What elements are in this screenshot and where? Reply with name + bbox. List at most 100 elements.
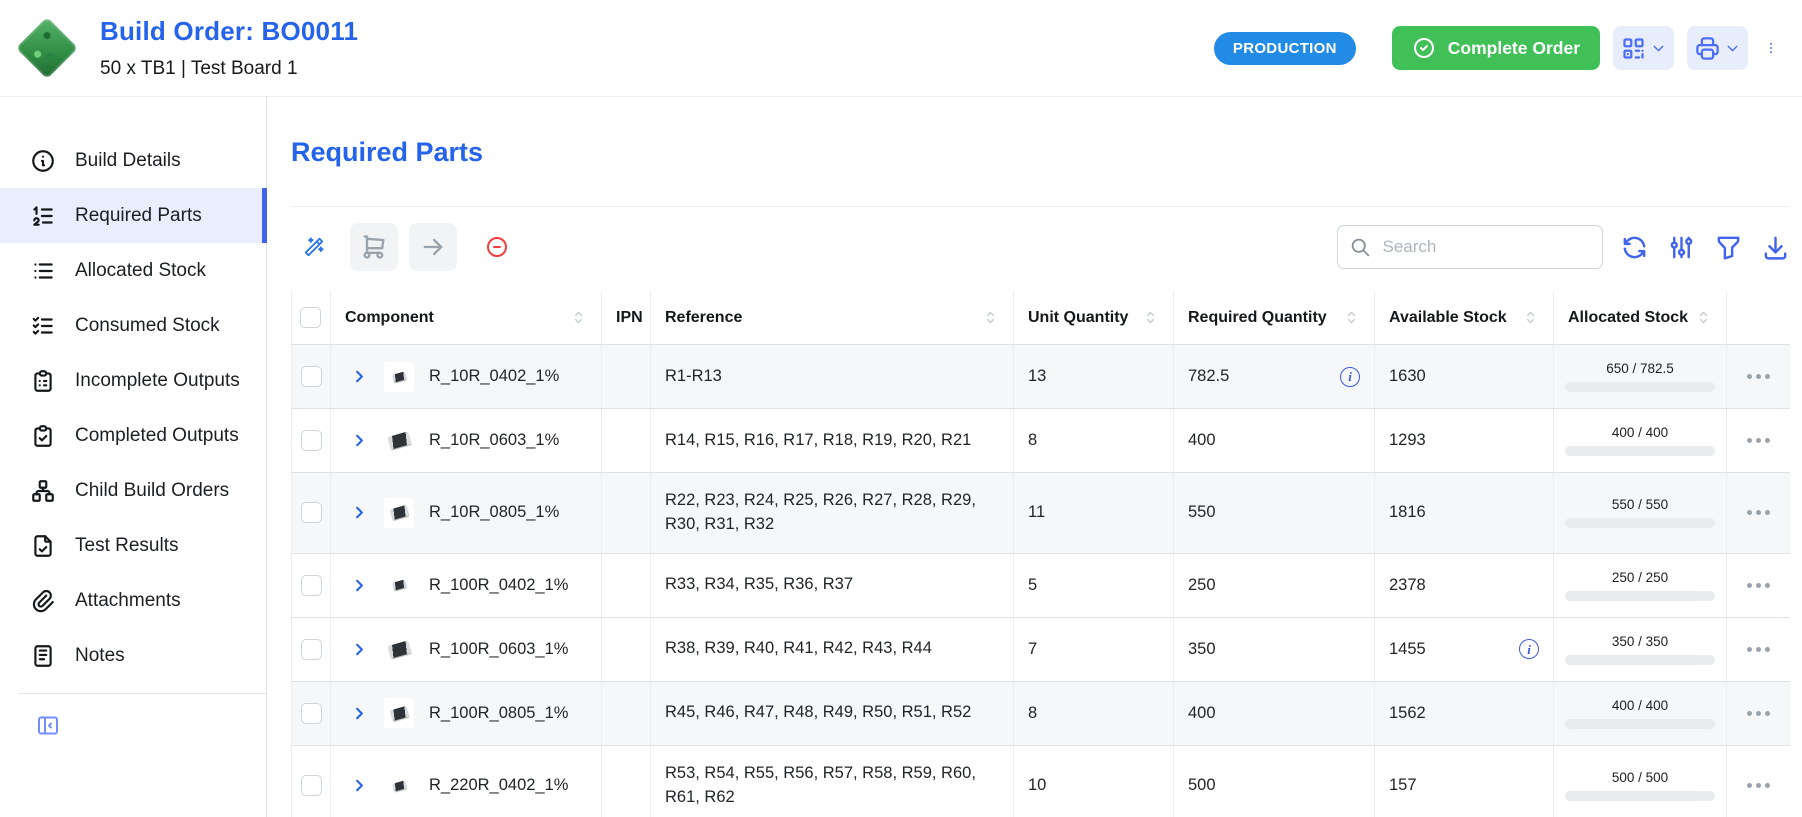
- column-header-available-stock[interactable]: Available Stock: [1374, 291, 1554, 345]
- required-quantity-value: 350: [1188, 639, 1216, 658]
- row-actions-menu[interactable]: [1741, 438, 1776, 443]
- allocation-bar: [1565, 718, 1715, 729]
- sidebar-item-allocated-stock[interactable]: Allocated Stock: [0, 243, 266, 298]
- filter-icon[interactable]: [1714, 233, 1743, 262]
- row-checkbox[interactable]: [300, 430, 322, 451]
- allocation-progress: 350 / 350: [1565, 634, 1715, 665]
- column-header-allocated-stock[interactable]: Allocated Stock: [1553, 291, 1727, 345]
- sidebar-item-completed-outputs[interactable]: Completed Outputs: [0, 408, 266, 463]
- auto-allocate-wand-icon[interactable]: [297, 230, 331, 264]
- row-checkbox[interactable]: [300, 574, 322, 596]
- table-header-row: Component IPN Reference Unit Quantity Requir…: [291, 291, 1790, 345]
- expand-row-chevron-icon[interactable]: [350, 704, 369, 723]
- component-name[interactable]: R_10R_0402_1%: [429, 367, 560, 385]
- sidebar-item-attachments[interactable]: Attachments: [0, 573, 266, 628]
- row-actions-menu[interactable]: [1741, 374, 1776, 379]
- list-check-icon: [30, 313, 56, 339]
- allocation-label: 550 / 550: [1611, 497, 1669, 513]
- sort-icon[interactable]: [1142, 309, 1159, 326]
- component-name[interactable]: R_220R_0402_1%: [429, 776, 569, 795]
- allocation-label: 400 / 400: [1611, 425, 1669, 440]
- collapse-sidebar-icon[interactable]: [30, 709, 66, 742]
- transfer-stock-button[interactable]: [409, 223, 457, 271]
- print-actions-button[interactable]: [1687, 26, 1748, 70]
- column-header-unit-quantity[interactable]: Unit Quantity: [1013, 291, 1174, 345]
- component-name[interactable]: R_100R_0805_1%: [429, 703, 569, 722]
- column-header-reference[interactable]: Reference: [650, 291, 1014, 345]
- sidebar-item-consumed-stock[interactable]: Consumed Stock: [0, 298, 266, 353]
- row-checkbox[interactable]: [300, 502, 322, 524]
- table-options-icon[interactable]: [1667, 233, 1696, 262]
- row-actions-menu[interactable]: [1741, 710, 1776, 716]
- component-name[interactable]: R_100R_0402_1%: [429, 575, 569, 594]
- paperclip-icon: [30, 588, 56, 614]
- sidebar-item-label: Allocated Stock: [75, 259, 206, 281]
- component-name[interactable]: R_10R_0805_1%: [429, 503, 560, 522]
- expand-row-chevron-icon[interactable]: [350, 503, 369, 522]
- sort-icon[interactable]: [1695, 309, 1712, 326]
- row-checkbox[interactable]: [300, 366, 322, 387]
- component-thumbnail: [384, 425, 414, 456]
- sidebar-item-build-details[interactable]: Build Details: [0, 133, 266, 188]
- component-name[interactable]: R_100R_0603_1%: [429, 639, 569, 658]
- select-all-checkbox-header: [291, 291, 331, 345]
- component-thumbnail: [384, 698, 414, 729]
- row-actions-menu[interactable]: [1741, 646, 1776, 652]
- sidebar-item-required-parts[interactable]: Required Parts: [0, 188, 267, 243]
- column-header-ipn: IPN: [601, 291, 651, 345]
- sort-icon[interactable]: [1343, 309, 1360, 326]
- column-header-component[interactable]: Component: [330, 291, 602, 345]
- circle-check-icon: [1412, 36, 1436, 60]
- sidebar-item-test-results[interactable]: Test Results: [0, 518, 266, 573]
- deallocate-stock-icon[interactable]: [479, 229, 515, 265]
- reference-cell: R38, R39, R40, R41, R42, R43, R44: [650, 617, 1014, 682]
- sort-icon[interactable]: [982, 309, 999, 326]
- expand-row-chevron-icon[interactable]: [350, 640, 369, 659]
- complete-order-button[interactable]: Complete Order: [1391, 26, 1600, 70]
- search-input[interactable]: [1380, 236, 1590, 258]
- sidebar-item-label: Incomplete Outputs: [75, 369, 240, 391]
- more-actions-menu-button[interactable]: [1758, 33, 1784, 63]
- sort-icon[interactable]: [570, 309, 587, 326]
- column-header-required-quantity[interactable]: Required Quantity: [1173, 291, 1375, 345]
- info-icon[interactable]: i: [1519, 639, 1539, 660]
- required-quantity-value: 500: [1188, 776, 1216, 795]
- required-quantity-value: 400: [1188, 703, 1216, 722]
- available-stock-value: 157: [1389, 776, 1417, 795]
- info-icon[interactable]: i: [1340, 366, 1360, 387]
- sidebar-item-child-build-orders[interactable]: Child Build Orders: [0, 463, 266, 518]
- reference-cell: R45, R46, R47, R48, R49, R50, R51, R52: [650, 681, 1014, 746]
- expand-row-chevron-icon[interactable]: [350, 776, 369, 795]
- sidebar-item-notes[interactable]: Notes: [0, 628, 266, 683]
- row-checkbox[interactable]: [300, 638, 322, 660]
- sidebar-item-incomplete-outputs[interactable]: Incomplete Outputs: [0, 353, 266, 408]
- expand-row-chevron-icon[interactable]: [350, 431, 369, 450]
- allocation-bar: [1565, 791, 1715, 802]
- sidebar-item-label: Notes: [75, 644, 125, 666]
- main-content: Required Parts: [267, 97, 1802, 817]
- chevron-down-icon: [1724, 40, 1741, 57]
- row-actions-menu[interactable]: [1741, 783, 1776, 789]
- chevron-down-icon: [1650, 40, 1667, 57]
- row-checkbox[interactable]: [300, 775, 322, 797]
- component-name[interactable]: R_10R_0603_1%: [429, 431, 560, 449]
- sidebar-item-label: Test Results: [75, 534, 179, 556]
- expand-row-chevron-icon[interactable]: [350, 576, 369, 595]
- allocation-progress: 500 / 500: [1565, 770, 1715, 802]
- sort-icon[interactable]: [1522, 309, 1539, 326]
- barcode-actions-button[interactable]: [1613, 26, 1674, 70]
- download-icon[interactable]: [1761, 233, 1790, 262]
- available-stock-value: 2378: [1389, 575, 1426, 594]
- select-all-checkbox[interactable]: [300, 307, 321, 328]
- sidebar-item-label: Consumed Stock: [75, 314, 220, 336]
- expand-row-chevron-icon[interactable]: [350, 367, 369, 386]
- allocation-label: 650 / 782.5: [1606, 361, 1674, 376]
- row-actions-menu[interactable]: [1741, 510, 1776, 516]
- refresh-icon[interactable]: [1620, 233, 1649, 262]
- search-box[interactable]: [1336, 225, 1603, 269]
- row-actions-menu[interactable]: [1741, 582, 1776, 588]
- order-parts-button[interactable]: [350, 223, 398, 271]
- unit-quantity-cell: 11: [1013, 472, 1174, 554]
- row-checkbox[interactable]: [300, 702, 322, 724]
- notes-icon: [30, 643, 56, 669]
